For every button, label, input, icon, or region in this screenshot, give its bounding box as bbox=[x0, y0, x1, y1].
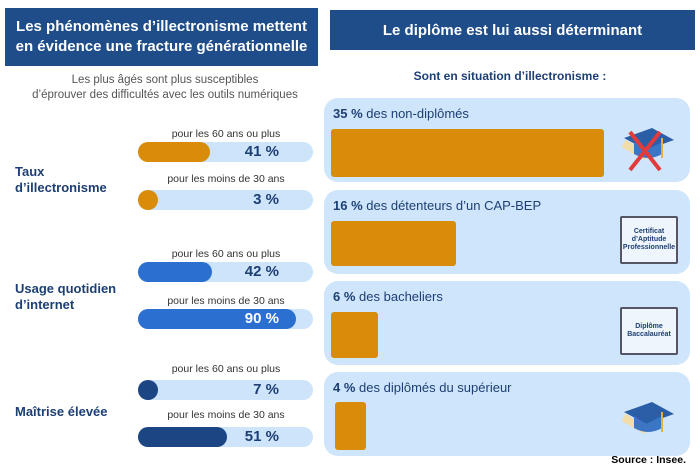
diploma-bar bbox=[335, 402, 367, 450]
bar-fill bbox=[138, 190, 158, 210]
row-label: pour les moins de 30 ans bbox=[167, 409, 285, 421]
right-title: Le diplôme est lui aussi déterminant bbox=[330, 10, 695, 50]
category-label: Taux d’illectronisme bbox=[15, 164, 107, 196]
bar-value: 42 % bbox=[244, 263, 279, 280]
diploma-panel: 4 % des diplômés du supérieur bbox=[324, 372, 690, 456]
left-subtitle: Les plus âgés sont plus susceptibles d’é… bbox=[20, 73, 310, 103]
panel-text: des non-diplômés bbox=[366, 106, 469, 121]
panel-text: des bacheliers bbox=[359, 289, 443, 304]
bar-track: 7 % bbox=[138, 380, 313, 400]
category-label-line: d’internet bbox=[15, 297, 75, 312]
bar-value: 7 % bbox=[253, 381, 279, 398]
panel-pct: 35 % bbox=[333, 106, 363, 121]
left-title: Les phénomènes d’illectronisme mettent e… bbox=[5, 8, 318, 66]
panel-label: 6 % des bacheliers bbox=[333, 289, 443, 304]
panel-pct: 16 % bbox=[333, 198, 363, 213]
bar-fill bbox=[138, 380, 158, 400]
source-note: Source : Insee. bbox=[611, 454, 686, 466]
icon-text: Diplôme bbox=[635, 323, 663, 330]
category-label: Maîtrise élevée bbox=[15, 404, 108, 420]
diploma-bar bbox=[331, 221, 456, 266]
icon-text: Professionnelle bbox=[622, 244, 676, 251]
right-subtitle: Sont en situation d’illectronisme : bbox=[413, 69, 607, 83]
category-label-line: Usage quotidien bbox=[15, 281, 117, 296]
diploma-panel: 6 % des bacheliers Diplôme Baccalauréat bbox=[324, 281, 690, 365]
category-label-line: Maîtrise élevée bbox=[15, 404, 108, 419]
row-label: pour les moins de 30 ans bbox=[167, 173, 285, 185]
icon-text: Certificat bbox=[633, 228, 665, 235]
bar-value: 41 % bbox=[244, 143, 279, 160]
diploma-bar bbox=[331, 129, 604, 177]
row-label: pour les 60 ans ou plus bbox=[171, 128, 281, 140]
bar-fill bbox=[138, 142, 210, 162]
panel-pct: 4 % bbox=[333, 380, 356, 395]
panel-text: des détenteurs d’un CAP-BEP bbox=[366, 198, 542, 213]
subtitle-line: Les plus âgés sont plus susceptibles bbox=[71, 74, 259, 86]
bar-fill bbox=[138, 309, 296, 329]
category-label-line: d’illectronisme bbox=[15, 180, 107, 195]
panel-label: 35 % des non-diplômés bbox=[333, 106, 469, 121]
bar-value: 51 % bbox=[244, 428, 279, 445]
bar-value: 90 % bbox=[244, 310, 279, 327]
bar-track: 90 % bbox=[138, 309, 313, 329]
bar-track: 41 % bbox=[138, 142, 313, 162]
row-label: pour les moins de 30 ans bbox=[167, 295, 285, 307]
panel-text: des diplômés du supérieur bbox=[359, 380, 512, 395]
bar-track: 51 % bbox=[138, 427, 313, 447]
bar-track: 42 % bbox=[138, 262, 313, 282]
category-label-line: Taux bbox=[15, 164, 45, 179]
graduation-cap-icon bbox=[616, 398, 678, 450]
icon-text: d’Aptitude bbox=[631, 236, 667, 243]
bar-value: 3 % bbox=[253, 191, 279, 208]
diploma-panel: 35 % des non-diplômés bbox=[324, 98, 690, 182]
bar-fill bbox=[138, 427, 228, 447]
graduation-cap-crossed-icon bbox=[616, 124, 678, 176]
row-label: pour les 60 ans ou plus bbox=[171, 248, 281, 260]
subtitle-line: d’éprouver des difficultés avec les outi… bbox=[32, 89, 298, 101]
diploma-panel: 16 % des détenteurs d’un CAP-BEP Certific… bbox=[324, 190, 690, 274]
diploma-bar bbox=[331, 312, 378, 358]
panel-pct: 6 % bbox=[333, 289, 356, 304]
icon-text: Baccalauréat bbox=[627, 331, 671, 338]
diploma-icon: Diplôme Baccalauréat bbox=[620, 307, 678, 355]
bar-track: 3 % bbox=[138, 190, 313, 210]
row-label: pour les 60 ans ou plus bbox=[171, 363, 281, 375]
panel-label: 4 % des diplômés du supérieur bbox=[333, 380, 512, 395]
bar-fill bbox=[138, 262, 212, 282]
panel-label: 16 % des détenteurs d’un CAP-BEP bbox=[333, 198, 541, 213]
certificate-icon: Certificat d’Aptitude Professionnelle bbox=[620, 216, 678, 264]
category-label: Usage quotidien d’internet bbox=[15, 281, 116, 313]
